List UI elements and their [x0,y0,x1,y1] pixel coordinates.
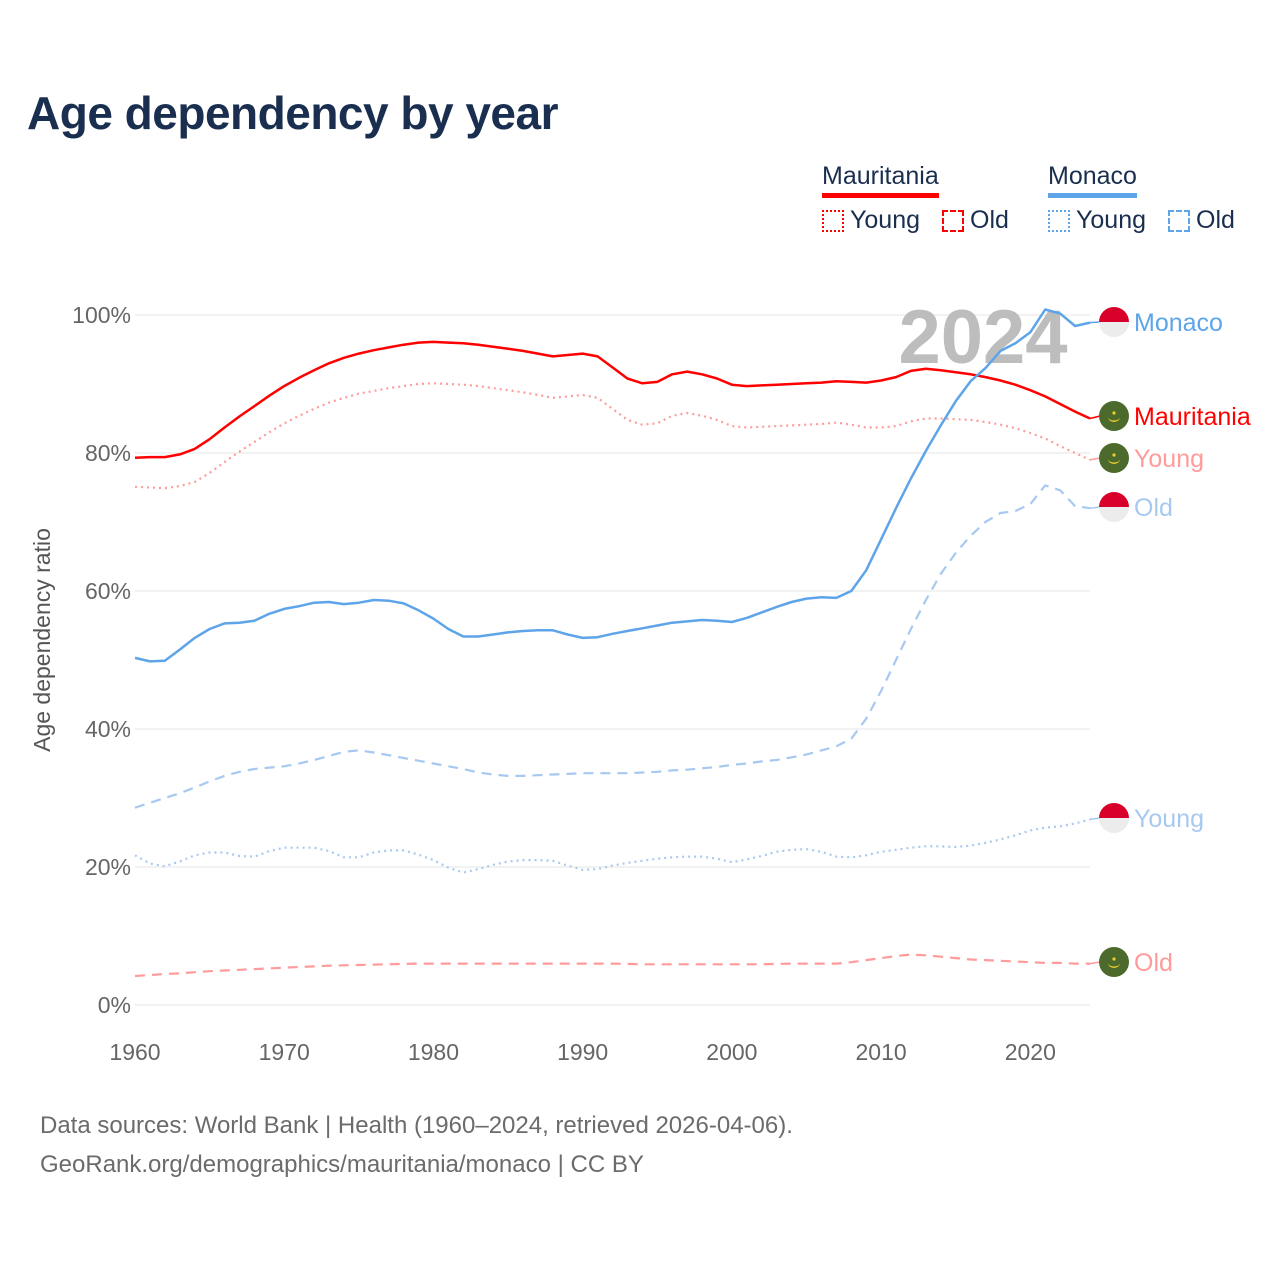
footer: Data sources: World Bank | Health (1960–… [40,1106,793,1184]
legend-swatch-young-mauritania [822,209,844,232]
legend-swatch-young-monaco [1048,209,1070,232]
legend-mauritania: Mauritania Young Old [822,162,1025,235]
end-label: Monaco [1134,309,1223,337]
x-tick-label: 1990 [557,1039,608,1065]
y-tick-label: 60% [85,578,131,604]
legend-monaco: Monaco Young Old [1048,162,1251,235]
legend-old-label: Old [970,206,1009,234]
series-line-mauritania-total [134,340,1091,460]
line-chart: 0% 20% 40% 60% 80% 100% 1960 1970 1980 1990 2000 20… [29,295,1251,1065]
x-tick-label: 1980 [408,1039,459,1065]
x-tick-label: 1970 [259,1039,310,1065]
end-label: Mauritania [1134,403,1251,431]
legend-country-mauritania: Mauritania [822,162,939,198]
end-label-connector [1089,321,1101,324]
end-label: Old [1134,949,1173,977]
end-label-connector [1089,961,1101,965]
end-label-connector [1089,457,1101,461]
monaco-flag-icon [1099,803,1129,833]
chart-title: Age dependency by year [27,87,558,139]
y-tick-label: 80% [85,440,131,466]
series-line-mauritania-old [134,953,1090,978]
legend-swatch-old-monaco [1168,209,1190,232]
end-label: Young [1134,445,1204,473]
series-line-monaco-young [134,818,1091,874]
highlight-year: 2024 [898,295,1067,380]
x-tick-label: 2010 [856,1039,907,1065]
data-source-note: Data sources: World Bank | Health (1960–… [40,1112,793,1139]
series-line-monaco-old [134,484,1091,809]
mauritania-flag-icon [1099,401,1129,431]
y-tick-label: 100% [72,302,131,328]
series-line-mauritania-young [134,382,1091,490]
legend-swatch-old-mauritania [942,209,964,232]
series-line-monaco-total [134,308,1091,663]
monaco-flag-icon [1099,307,1129,337]
end-label: Old [1134,494,1173,522]
y-tick-label: 40% [85,716,131,742]
attribution-note: GeoRank.org/demographics/mauritania/mona… [40,1151,644,1178]
mauritania-flag-icon [1099,443,1129,473]
y-tick-label: 20% [85,854,131,880]
end-label: Young [1134,805,1204,833]
mauritania-flag-icon [1099,947,1129,977]
end-label-connector [1089,506,1101,509]
legend-young-label: Young [1076,206,1146,234]
x-tick-label: 2000 [706,1039,757,1065]
legend-country-monaco: Monaco [1048,162,1137,198]
x-tick-label: 1960 [109,1039,160,1065]
end-label-connector [1089,415,1101,420]
end-label-connector [1089,817,1101,821]
y-tick-label: 0% [98,992,131,1018]
y-axis-label: Age dependency ratio [29,528,55,752]
monaco-flag-icon [1099,492,1129,522]
x-tick-label: 2020 [1005,1039,1056,1065]
legend-young-label: Young [850,206,920,234]
legend-old-label: Old [1196,206,1235,234]
